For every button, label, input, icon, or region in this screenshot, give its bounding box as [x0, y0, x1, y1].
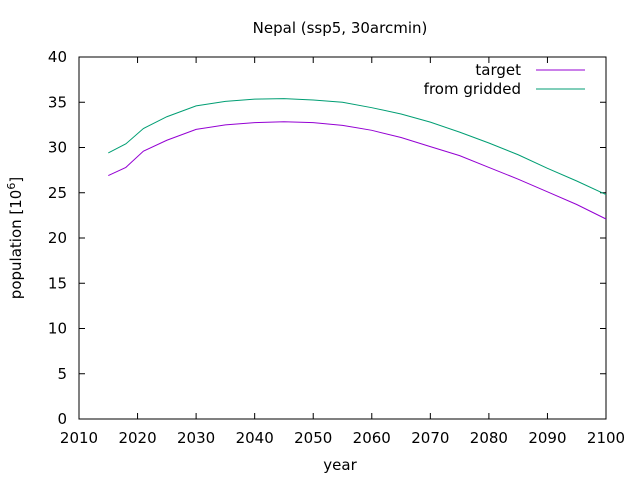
chart-title: Nepal (ssp5, 30arcmin) [253, 19, 428, 37]
x-tick-label: 2100 [587, 429, 625, 447]
axis-ticks: 2010 2020 2030 2040 2050 2060 2070 2080 2090 2100… [48, 48, 625, 447]
series-line-1 [108, 98, 607, 196]
x-tick-label: 2060 [353, 429, 391, 447]
y-axis-label-suffix: ] [7, 177, 25, 183]
y-axis-label-exponent: 6 [5, 183, 18, 190]
y-tick-label: 35 [48, 93, 67, 111]
y-tick-label: 10 [48, 320, 67, 338]
x-tick-label: 2020 [118, 429, 156, 447]
x-tick-label: 2090 [528, 429, 566, 447]
y-axis-label-prefix: population [10 [7, 190, 25, 300]
series-line-0 [108, 121, 607, 220]
y-tick-label: 30 [48, 139, 67, 157]
x-tick-label: 2030 [177, 429, 215, 447]
x-tick-label: 2040 [236, 429, 274, 447]
y-tick-label: 25 [48, 184, 67, 202]
x-tick-label: 2010 [60, 429, 98, 447]
y-tick-label: 5 [57, 365, 67, 383]
legend-label-0: target [475, 61, 521, 79]
series-lines [108, 98, 607, 220]
x-tick-label: 2070 [411, 429, 449, 447]
y-tick-label: 15 [48, 274, 67, 292]
y-tick-label: 20 [48, 229, 67, 247]
plot-frame [78, 56, 607, 420]
y-axis-label: population [106] [5, 177, 25, 299]
x-tick-label: 2050 [294, 429, 332, 447]
x-axis-label: year [323, 456, 357, 474]
y-tick-label: 40 [48, 48, 67, 66]
x-tick-label: 2080 [470, 429, 508, 447]
y-tick-label: 0 [57, 410, 67, 428]
legend-label-1: from gridded [424, 80, 521, 98]
